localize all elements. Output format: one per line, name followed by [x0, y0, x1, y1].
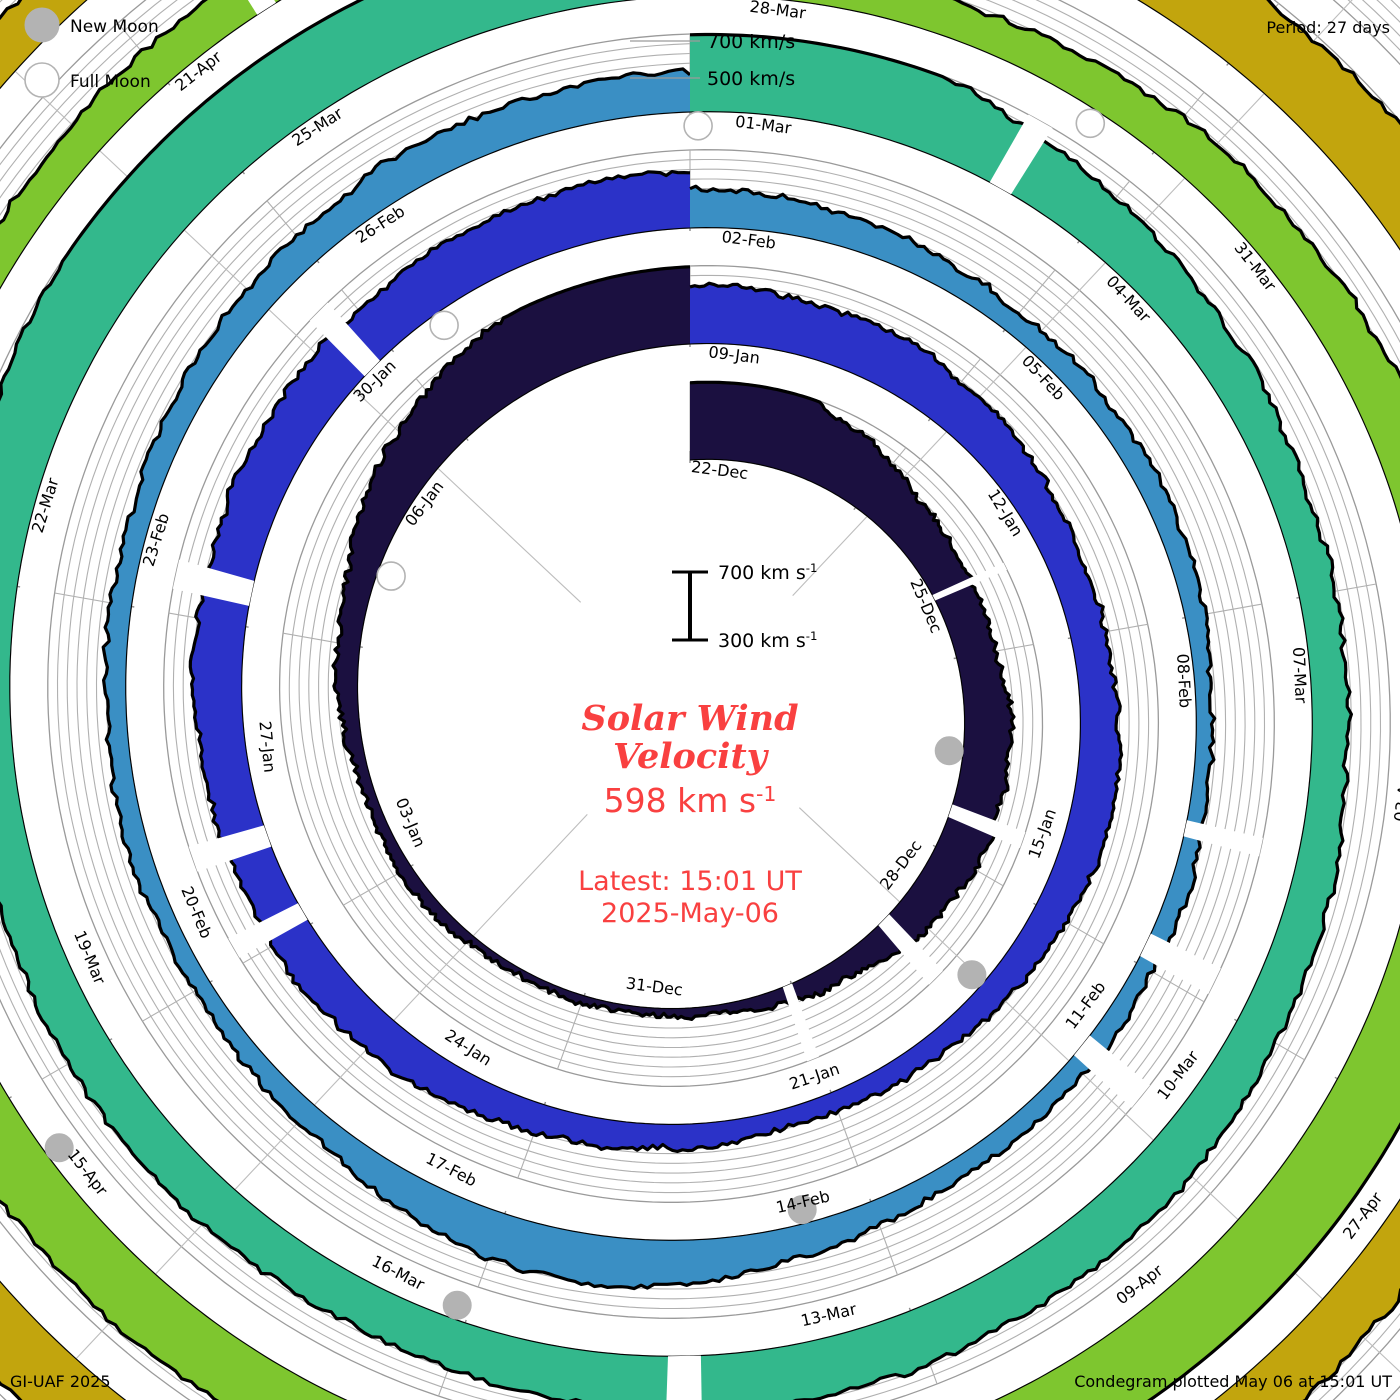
full-moon-legend-label: Full Moon	[70, 72, 151, 92]
top-scale-500-label: 500 km/s	[707, 68, 795, 90]
new-moon-marker	[442, 1290, 472, 1320]
data-gap-3-1	[666, 1355, 702, 1400]
data-gap-2-1	[1140, 933, 1221, 995]
rotation-band-0	[331, 265, 1026, 1062]
scalebar-top-label: 700 km s-1	[718, 561, 818, 584]
scalebar-bottom-label: 300 km s-1	[718, 629, 818, 652]
rotation-band-1	[172, 170, 1124, 1154]
date-label: 08-Feb	[1173, 653, 1195, 708]
data-gap-2-2	[1074, 1035, 1150, 1108]
new-moon-marker	[957, 960, 987, 990]
rotation-trace-2	[101, 67, 1217, 1291]
center-title-line1: Solar Wind	[581, 698, 798, 739]
full-moon-marker	[1075, 108, 1106, 139]
data-gap-0-1	[782, 983, 819, 1062]
rotation-trace-3	[0, 0, 1353, 1400]
rotation-band-3	[0, 0, 1353, 1400]
credit-label: GI-UAF 2025	[10, 1372, 111, 1391]
data-gap-1-2	[188, 825, 272, 872]
data-gap-1-3	[172, 559, 255, 606]
data-gap-0-0	[932, 562, 1007, 601]
plotted-label: Condegram plotted May 06 at 15:01 UT	[1074, 1372, 1392, 1391]
rotation-trace-1	[188, 170, 1124, 1154]
full-moon-marker	[376, 561, 406, 591]
new-moon-marker	[44, 1133, 74, 1163]
data-gap-1-1	[309, 302, 380, 377]
new-moon-marker	[934, 736, 964, 766]
rotation-baseline-1	[241, 227, 1081, 1125]
rotation-baseline-0	[356, 343, 966, 1010]
full-moon-marker	[683, 111, 713, 141]
full-moon-icon	[24, 62, 60, 98]
date-label: 03-Apr	[1390, 767, 1400, 823]
data-gap-2-0	[1183, 820, 1263, 857]
long-spoke-0	[792, 0, 1353, 597]
new-moon-icon	[24, 7, 60, 43]
date-label: 28-Mar	[749, 0, 808, 23]
data-gap-0-2	[878, 914, 943, 985]
rotation-band-2	[101, 67, 1263, 1291]
data-gap-4-1	[247, 0, 276, 15]
rotation-baseline-2	[125, 111, 1197, 1241]
data-gap-0-3	[948, 804, 1026, 848]
new-moon-marker	[787, 1195, 817, 1225]
center-latest-time: Latest: 15:01 UT	[578, 866, 802, 897]
new-moon-legend-label: New Moon	[70, 17, 159, 37]
data-gap-1-0	[228, 903, 308, 958]
date-label: 07-Mar	[1289, 647, 1311, 705]
top-scale-700-label: 700 km/s	[707, 31, 795, 53]
long-spoke-3	[0, 56, 582, 603]
center-velocity-value: 598 km s-1	[604, 781, 777, 820]
rotation-fill-0	[333, 266, 1015, 1020]
rotation-trace-0	[331, 265, 1016, 1021]
moon-markers-layer	[44, 108, 1106, 1320]
center-latest-date: 2025-May-06	[601, 898, 779, 929]
period-label: Period: 27 days	[1266, 18, 1390, 37]
data-gap-3-0	[989, 114, 1053, 195]
center-scalebar: 700 km s-1 300 km s-1	[672, 561, 818, 652]
center-title-line2: Velocity	[613, 736, 770, 777]
full-moon-marker	[429, 310, 459, 341]
